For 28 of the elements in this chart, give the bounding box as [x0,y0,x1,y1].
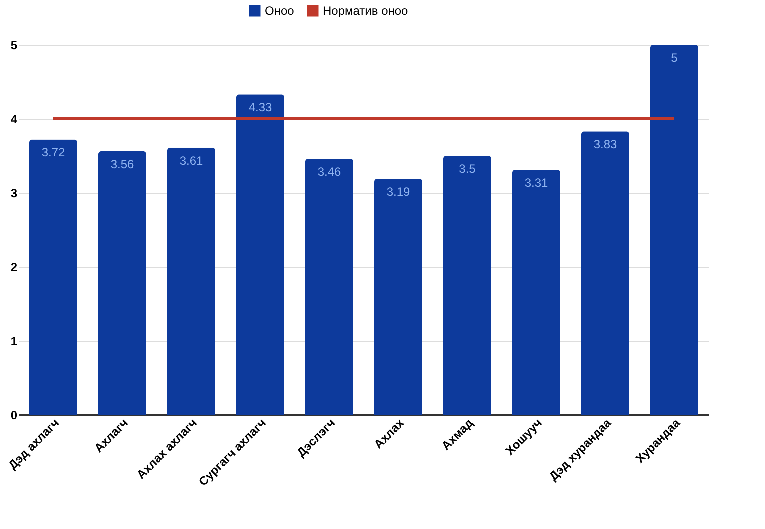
data-label: 5 [671,51,678,65]
bar [236,94,284,415]
bar [650,45,698,415]
bar [98,152,146,415]
data-label: 3.46 [318,164,342,179]
data-label: 4.33 [248,100,272,115]
data-label: 3.83 [594,138,618,152]
y-tick-label: 4 [10,112,18,126]
bar [30,140,78,415]
y-tick-label: 1 [10,334,18,348]
legend-label: Оноо [265,4,295,18]
data-label: 3.61 [180,154,204,168]
bar [444,156,492,415]
bar [374,178,422,415]
data-label: 3.31 [524,176,548,190]
bar [582,132,630,415]
data-label: 3.72 [42,146,66,160]
y-tick-label: 5 [10,38,18,52]
data-label: 3.5 [459,162,476,176]
bar [168,148,216,415]
bar [512,170,560,415]
bar [306,158,354,415]
y-tick-label: 2 [10,260,18,274]
data-label: 3.56 [110,158,134,172]
y-tick-label: 3 [10,186,18,200]
data-label: 3.19 [386,184,410,199]
y-tick-label: 0 [10,408,18,422]
legend-label: Норматив оноо [323,4,409,18]
